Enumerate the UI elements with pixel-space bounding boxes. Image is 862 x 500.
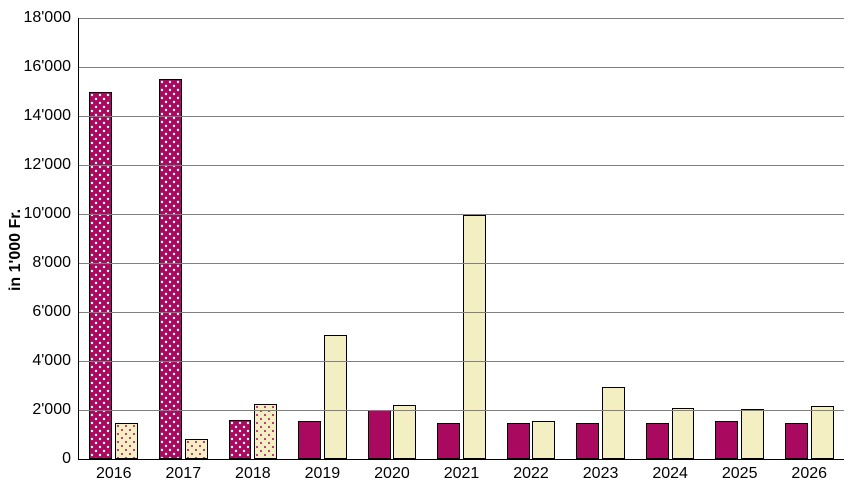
x-tick-label: 2020 <box>374 465 410 483</box>
bar <box>324 335 347 459</box>
bar <box>741 409 764 459</box>
bar <box>576 423 599 459</box>
plot-area: 2016201720182019202020212022202320242025… <box>78 18 844 460</box>
x-tick-label: 2018 <box>235 465 271 483</box>
bar <box>298 421 321 459</box>
bar <box>507 423 530 459</box>
chart-container: in 1'000 Fr. 201620172018201920202021202… <box>0 0 862 500</box>
y-tick-label: 2'000 <box>32 401 71 419</box>
bar <box>368 410 391 459</box>
bar-group: 2025 <box>705 18 775 459</box>
x-tick-label: 2024 <box>652 465 688 483</box>
bars-layer: 2016201720182019202020212022202320242025… <box>79 18 844 459</box>
x-tick-label: 2019 <box>305 465 341 483</box>
bar <box>159 79 182 459</box>
bar-group: 2018 <box>218 18 288 459</box>
x-tick-label: 2016 <box>96 465 132 483</box>
x-tick-label: 2022 <box>513 465 549 483</box>
grid-line <box>79 67 844 68</box>
bar <box>602 387 625 459</box>
x-tick-label: 2025 <box>722 465 758 483</box>
bar-group: 2023 <box>566 18 636 459</box>
bar <box>646 423 669 459</box>
grid-line <box>79 361 844 362</box>
y-tick-label: 0 <box>62 450 71 468</box>
bar <box>254 404 277 459</box>
y-tick-label: 6'000 <box>32 303 71 321</box>
bar <box>463 215 486 459</box>
bar-group: 2021 <box>427 18 497 459</box>
bar <box>785 423 808 459</box>
x-tick-label: 2026 <box>791 465 827 483</box>
y-tick-label: 10'000 <box>23 205 71 223</box>
x-tick-label: 2023 <box>583 465 619 483</box>
grid-line <box>79 410 844 411</box>
grid-line <box>79 116 844 117</box>
y-tick-label: 12'000 <box>23 156 71 174</box>
grid-line <box>79 312 844 313</box>
y-tick-label: 16'000 <box>23 58 71 76</box>
bar <box>532 421 555 459</box>
bar-group: 2020 <box>357 18 427 459</box>
bar <box>89 92 112 460</box>
y-tick-label: 4'000 <box>32 352 71 370</box>
grid-line <box>79 214 844 215</box>
bar-group: 2019 <box>288 18 358 459</box>
y-tick-label: 14'000 <box>23 107 71 125</box>
bar <box>811 406 834 459</box>
grid-line <box>79 165 844 166</box>
bar <box>115 423 138 459</box>
y-tick-label: 18'000 <box>23 9 71 27</box>
bar-group: 2017 <box>149 18 219 459</box>
bar-group: 2016 <box>79 18 149 459</box>
bar <box>672 408 695 459</box>
grid-line <box>79 263 844 264</box>
grid-line <box>79 18 844 19</box>
bar-group: 2024 <box>635 18 705 459</box>
bar <box>229 420 252 459</box>
bar <box>437 423 460 459</box>
x-tick-label: 2017 <box>166 465 202 483</box>
bar <box>715 421 738 459</box>
bar <box>393 405 416 459</box>
bar-group: 2022 <box>496 18 566 459</box>
y-tick-label: 8'000 <box>32 254 71 272</box>
bar-group: 2026 <box>774 18 844 459</box>
bar <box>185 439 208 459</box>
x-tick-label: 2021 <box>444 465 480 483</box>
